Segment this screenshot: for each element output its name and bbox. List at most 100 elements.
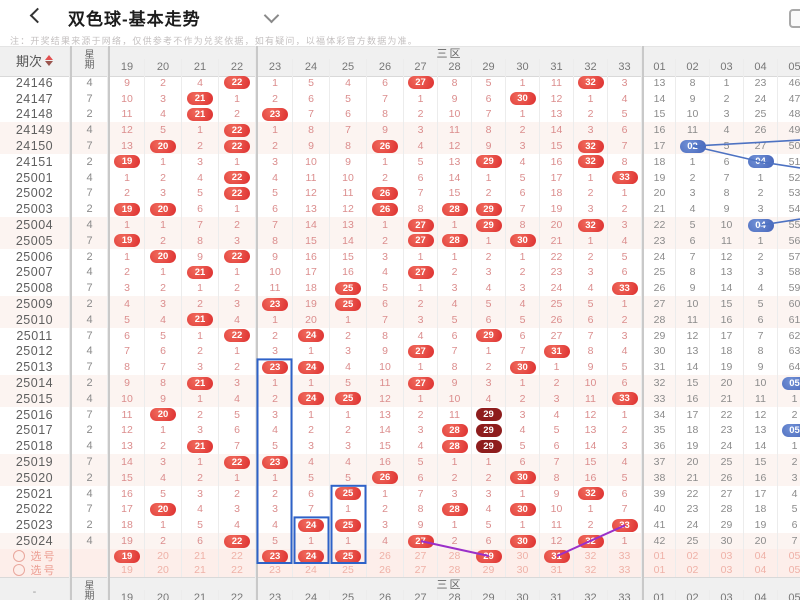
pick-number-26[interactable]: 26: [367, 549, 404, 563]
pick-number-01[interactable]: 01: [642, 563, 676, 577]
miss-count-cell-02: 8: [676, 75, 710, 91]
pick-ball-19[interactable]: 19: [108, 549, 145, 563]
ball-cell-26: 26: [367, 201, 404, 218]
pick-number-03[interactable]: 03: [710, 549, 744, 563]
miss-count-cell-31: 1: [540, 359, 574, 376]
sort-icon[interactable]: [45, 55, 53, 66]
pick-number-25[interactable]: 25: [330, 563, 367, 577]
pick-number-05[interactable]: 05: [778, 549, 800, 563]
pick-number-20[interactable]: 20: [145, 563, 182, 577]
miss-count-cell-22: 2: [219, 485, 256, 502]
miss-count-cell-22: 2: [219, 280, 256, 297]
miss-count-cell-33: 5: [608, 359, 642, 376]
pick-number-24[interactable]: 24: [293, 563, 330, 577]
miss-count-cell-26: 9: [367, 343, 404, 360]
pick-number-01[interactable]: 01: [642, 549, 676, 563]
pick-number-22[interactable]: 22: [219, 563, 256, 577]
bottom-period-placeholder: -: [32, 585, 37, 598]
ball-cell-28: 28: [438, 438, 472, 455]
miss-count-cell-04: 10: [744, 375, 778, 391]
ball-cell-22: 22: [219, 75, 256, 91]
miss-count-cell-04: 20: [744, 533, 778, 549]
pick-number-04[interactable]: 04: [744, 563, 778, 577]
drawn-red-ball: 20: [150, 202, 176, 216]
miss-count-cell-19: 15: [108, 470, 145, 486]
pick-radio[interactable]: [12, 550, 25, 562]
draw-row-25011: 25011 7 6 5 1 22 2 24 2 8 4 6 29 6 27 7 3 29 12 17 7 62: [0, 327, 800, 344]
miss-count-cell-24: 19: [293, 296, 330, 312]
pick-number-23[interactable]: 23: [256, 563, 293, 577]
pick-ball-29[interactable]: 29: [472, 549, 506, 563]
period-cell: 25008: [0, 280, 70, 297]
miss-count-cell-23: 3: [256, 501, 293, 518]
chevron-down-icon[interactable]: [263, 7, 280, 24]
miss-count-cell-29: 2: [472, 248, 506, 265]
pick-number-28[interactable]: 28: [438, 549, 472, 563]
pick-ball-23[interactable]: 23: [256, 549, 293, 563]
ball-cell-30: 30: [506, 233, 540, 249]
pick-number-03[interactable]: 03: [710, 563, 744, 577]
pick-number-22[interactable]: 22: [219, 549, 256, 563]
pick-number-27[interactable]: 27: [404, 563, 438, 577]
pick-number-32[interactable]: 32: [574, 563, 608, 577]
miss-count-cell-30: 3: [506, 406, 540, 423]
period-column-header: -: [0, 577, 70, 600]
drawn-red-ball: 31: [543, 344, 570, 358]
back-icon[interactable]: [29, 7, 46, 24]
miss-count-cell-26: 14: [367, 422, 404, 439]
pick-number-31[interactable]: 31: [540, 563, 574, 577]
miss-count-cell-23: 7: [256, 217, 293, 233]
pick-number-29[interactable]: 29: [472, 563, 506, 577]
period-column-header[interactable]: 期次: [0, 46, 70, 75]
miss-count-cell-03: 10: [710, 217, 744, 233]
miss-count-cell-26: 7: [367, 312, 404, 328]
pick-number-33[interactable]: 33: [608, 563, 642, 577]
pick-number-33[interactable]: 33: [608, 549, 642, 563]
week-cell: 4: [70, 75, 108, 91]
pick-number-04[interactable]: 04: [744, 549, 778, 563]
pick-number-02[interactable]: 02: [676, 549, 710, 563]
pick-ball-31[interactable]: 31: [540, 549, 574, 563]
ball-cell-29: 29: [472, 217, 506, 233]
miss-count-cell-04: 13: [744, 422, 778, 439]
pick-number-20[interactable]: 20: [145, 549, 182, 563]
pick-number-02[interactable]: 02: [676, 563, 710, 577]
column-header-02: 02: [676, 59, 710, 75]
miss-count-cell-22: 1: [219, 264, 256, 281]
miss-count-cell-31: 11: [540, 75, 574, 91]
miss-count-cell-22: 1: [219, 470, 256, 486]
draw-row-25001: 25001 4 1 2 4 22 4 11 10 2 6 14 1 5 17 1 33 19 2 7 1 52: [0, 169, 800, 186]
pick-number-21[interactable]: 21: [182, 563, 219, 577]
pick-number-27[interactable]: 27: [404, 549, 438, 563]
miss-count-cell-28: 9: [438, 90, 472, 107]
pick-number-28[interactable]: 28: [438, 563, 472, 577]
pick-number-26[interactable]: 26: [367, 563, 404, 577]
week-cell: 2: [70, 296, 108, 312]
ball-cell-24: 24: [293, 327, 330, 344]
ball-cell-27: 27: [404, 343, 438, 360]
pick-number-19[interactable]: 19: [108, 563, 145, 577]
pick-number-05[interactable]: 05: [778, 563, 800, 577]
ball-cell-26: 26: [367, 138, 404, 154]
miss-count-cell-26: 13: [367, 406, 404, 423]
miss-count-cell-30: 1: [506, 106, 540, 123]
miss-count-cell-20: 1: [145, 517, 182, 534]
miss-count-cell-02: 20: [676, 454, 710, 470]
drawn-red-ball: 23: [262, 455, 288, 469]
miss-count-cell-19: 13: [108, 438, 145, 455]
miss-count-cell-05: 54: [778, 201, 800, 217]
miss-count-cell-23: 9: [256, 248, 293, 265]
week-cell: 4: [70, 438, 108, 455]
drawn-red-ball: 25: [335, 297, 361, 311]
draw-row-24146: 24146 4 9 2 4 22 1 5 4 6 27 8 5 1 11 32 3 13 8 1 23 46: [0, 75, 800, 91]
pick-number-21[interactable]: 21: [182, 549, 219, 563]
pick-radio[interactable]: [12, 564, 25, 576]
pick-number-32[interactable]: 32: [574, 549, 608, 563]
pick-ball-24[interactable]: 24: [293, 549, 330, 563]
pick-ball-25[interactable]: 25: [330, 549, 367, 563]
ball-cell-31: 31: [540, 343, 574, 360]
floating-window-icon[interactable]: [789, 9, 800, 28]
pick-number-30[interactable]: 30: [506, 563, 540, 577]
miss-count-cell-27: 6: [404, 169, 438, 186]
pick-number-30[interactable]: 30: [506, 549, 540, 563]
